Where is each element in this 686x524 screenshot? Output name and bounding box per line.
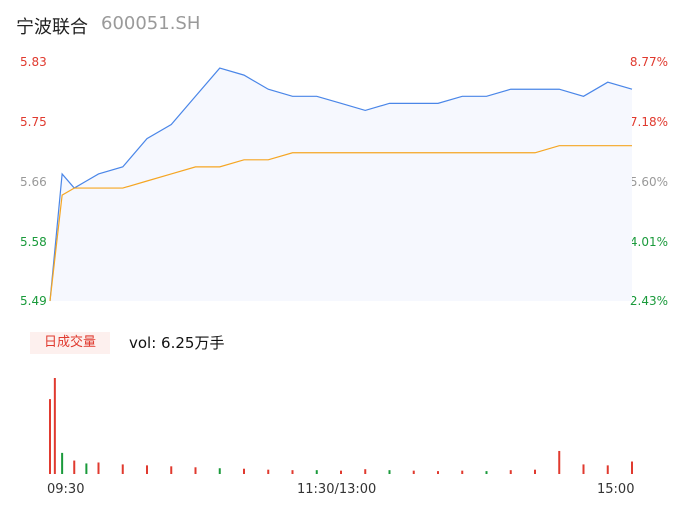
volume-bar (461, 470, 464, 474)
volume-bar (485, 471, 488, 474)
volume-bar (631, 461, 633, 474)
volume-bar (582, 464, 585, 474)
volume-bar (97, 462, 100, 474)
stock-name: 宁波联合 (16, 17, 88, 38)
volume-bar (437, 471, 439, 474)
volume-bar (170, 466, 173, 474)
volume-bar (73, 460, 76, 474)
volume-bar (558, 450, 561, 474)
volume-panel (49, 378, 633, 474)
x-tick-midday: 11:30/13:00 (297, 482, 377, 497)
y-tick-right-5: 2.43% (629, 294, 668, 308)
volume-badge[interactable]: 日成交量 (30, 332, 110, 354)
y-tick-right-4: 4.01% (629, 235, 668, 249)
volume-bar (146, 465, 148, 474)
volume-bar (412, 470, 415, 474)
volume-bar (388, 470, 391, 474)
volume-bar (267, 469, 270, 474)
stock-code: 600051.SH (101, 13, 201, 34)
average-price-line (49, 145, 632, 302)
volume-bar (291, 470, 294, 474)
y-tick-left-3: 5.66 (20, 175, 47, 189)
volume-bar (364, 469, 367, 474)
volume-bar (194, 467, 197, 474)
volume-bar (121, 464, 124, 474)
y-tick-right-2: 7.18% (629, 115, 668, 129)
y-tick-right-1: 8.77% (629, 55, 668, 69)
volume-bar (61, 452, 64, 474)
y-tick-right-3: 5.60% (629, 175, 668, 189)
volume-bar (509, 470, 512, 474)
volume-bar (606, 465, 609, 474)
price-panel (49, 67, 633, 302)
volume-bar (243, 468, 245, 474)
volume-bar (315, 470, 318, 474)
x-tick-close: 15:00 (597, 482, 635, 497)
x-tick-open: 09:30 (47, 482, 85, 497)
y-tick-left-4: 5.58 (20, 235, 47, 249)
volume-bar (53, 378, 56, 474)
volume-bar (218, 468, 221, 474)
y-tick-left-5: 5.49 (20, 294, 47, 308)
price-area-fill (50, 68, 632, 301)
volume-bar (49, 399, 51, 474)
price-line (49, 67, 633, 302)
y-tick-left-1: 5.83 (20, 55, 47, 69)
volume-bar (340, 470, 342, 474)
volume-label: vol: 6.25万手 (129, 334, 225, 352)
volume-bar (534, 469, 536, 474)
volume-bar (85, 463, 88, 474)
y-tick-left-2: 5.75 (20, 115, 47, 129)
